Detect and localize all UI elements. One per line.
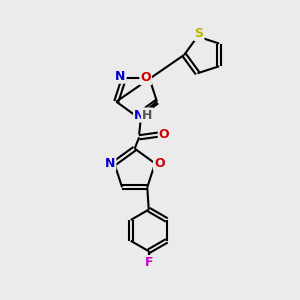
Text: F: F	[145, 256, 153, 269]
Text: O: O	[159, 128, 170, 141]
Text: S: S	[194, 27, 203, 40]
Text: H: H	[142, 109, 152, 122]
Text: N: N	[115, 70, 126, 83]
Text: N: N	[105, 157, 116, 170]
Text: O: O	[154, 157, 164, 170]
Text: N: N	[134, 109, 144, 122]
Text: O: O	[140, 71, 151, 84]
